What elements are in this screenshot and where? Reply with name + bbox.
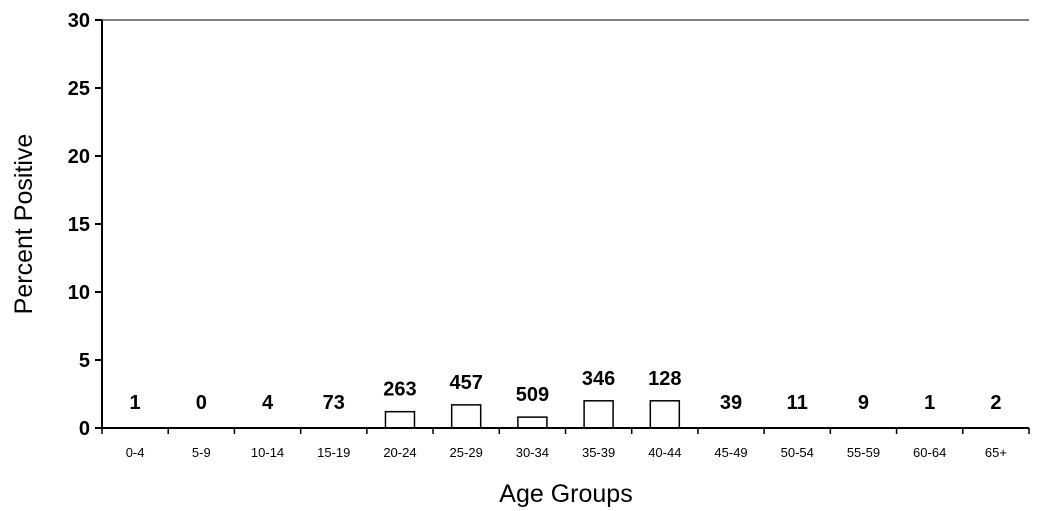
x-tick-label: 30-34 (516, 445, 549, 460)
bar (384, 410, 416, 429)
bar (649, 400, 681, 429)
bar-count-label: 1 (130, 392, 141, 414)
bar-count-label: 0 (196, 392, 207, 414)
bar-count-label: 509 (516, 384, 549, 406)
y-tick-label: 0 (79, 418, 90, 440)
y-tick-label: 30 (68, 10, 90, 32)
bar-count-labels: 1 0 4 73 263 457 509 346 128 39 11 9 1 2 (130, 368, 1002, 414)
bar-count-label: 4 (262, 392, 274, 414)
x-tick-label: 45-49 (714, 445, 747, 460)
y-tick-label: 25 (68, 78, 90, 100)
x-tick-label: 50-54 (781, 445, 814, 460)
x-tick-label: 60-64 (913, 445, 946, 460)
x-tick-label: 65+ (985, 445, 1007, 460)
y-axis-title: Percent Positive (10, 134, 38, 315)
y-tick-label: 20 (68, 146, 90, 168)
bar-count-label: 457 (449, 372, 482, 394)
x-tick-label: 25-29 (450, 445, 483, 460)
y-tick-label: 15 (68, 214, 90, 236)
bar-count-label: 346 (582, 368, 615, 390)
bar (450, 404, 482, 429)
y-tick-label: 10 (68, 282, 90, 304)
bar-count-label: 9 (858, 392, 869, 414)
x-tick-label: 40-44 (648, 445, 681, 460)
y-axis-ticks: 0 5 10 15 20 25 30 (68, 10, 102, 440)
bar-count-label: 1 (924, 392, 935, 414)
x-tick-label: 55-59 (847, 445, 880, 460)
x-axis-ticks: 0-4 5-9 10-14 15-19 20-24 25-29 30-34 35-39 40-4… (101, 428, 1030, 460)
bar-count-label: 11 (787, 392, 808, 414)
bar-count-label: 128 (648, 368, 681, 390)
bar-count-label: 2 (990, 392, 1001, 414)
bar (517, 416, 548, 429)
x-tick-label: 20-24 (383, 445, 416, 460)
bar-count-label: 39 (720, 392, 742, 414)
x-tick-label: 10-14 (251, 445, 284, 460)
x-tick-label: 15-19 (317, 445, 350, 460)
bar-count-label: 73 (323, 392, 345, 414)
x-tick-label: 5-9 (192, 445, 211, 460)
y-tick-label: 5 (79, 350, 90, 372)
x-axis-title: Age Groups (499, 480, 632, 508)
bar (583, 400, 614, 429)
x-tick-label: 35-39 (582, 445, 615, 460)
x-tick-label: 0-4 (126, 445, 145, 460)
bar-count-label: 263 (383, 379, 416, 401)
